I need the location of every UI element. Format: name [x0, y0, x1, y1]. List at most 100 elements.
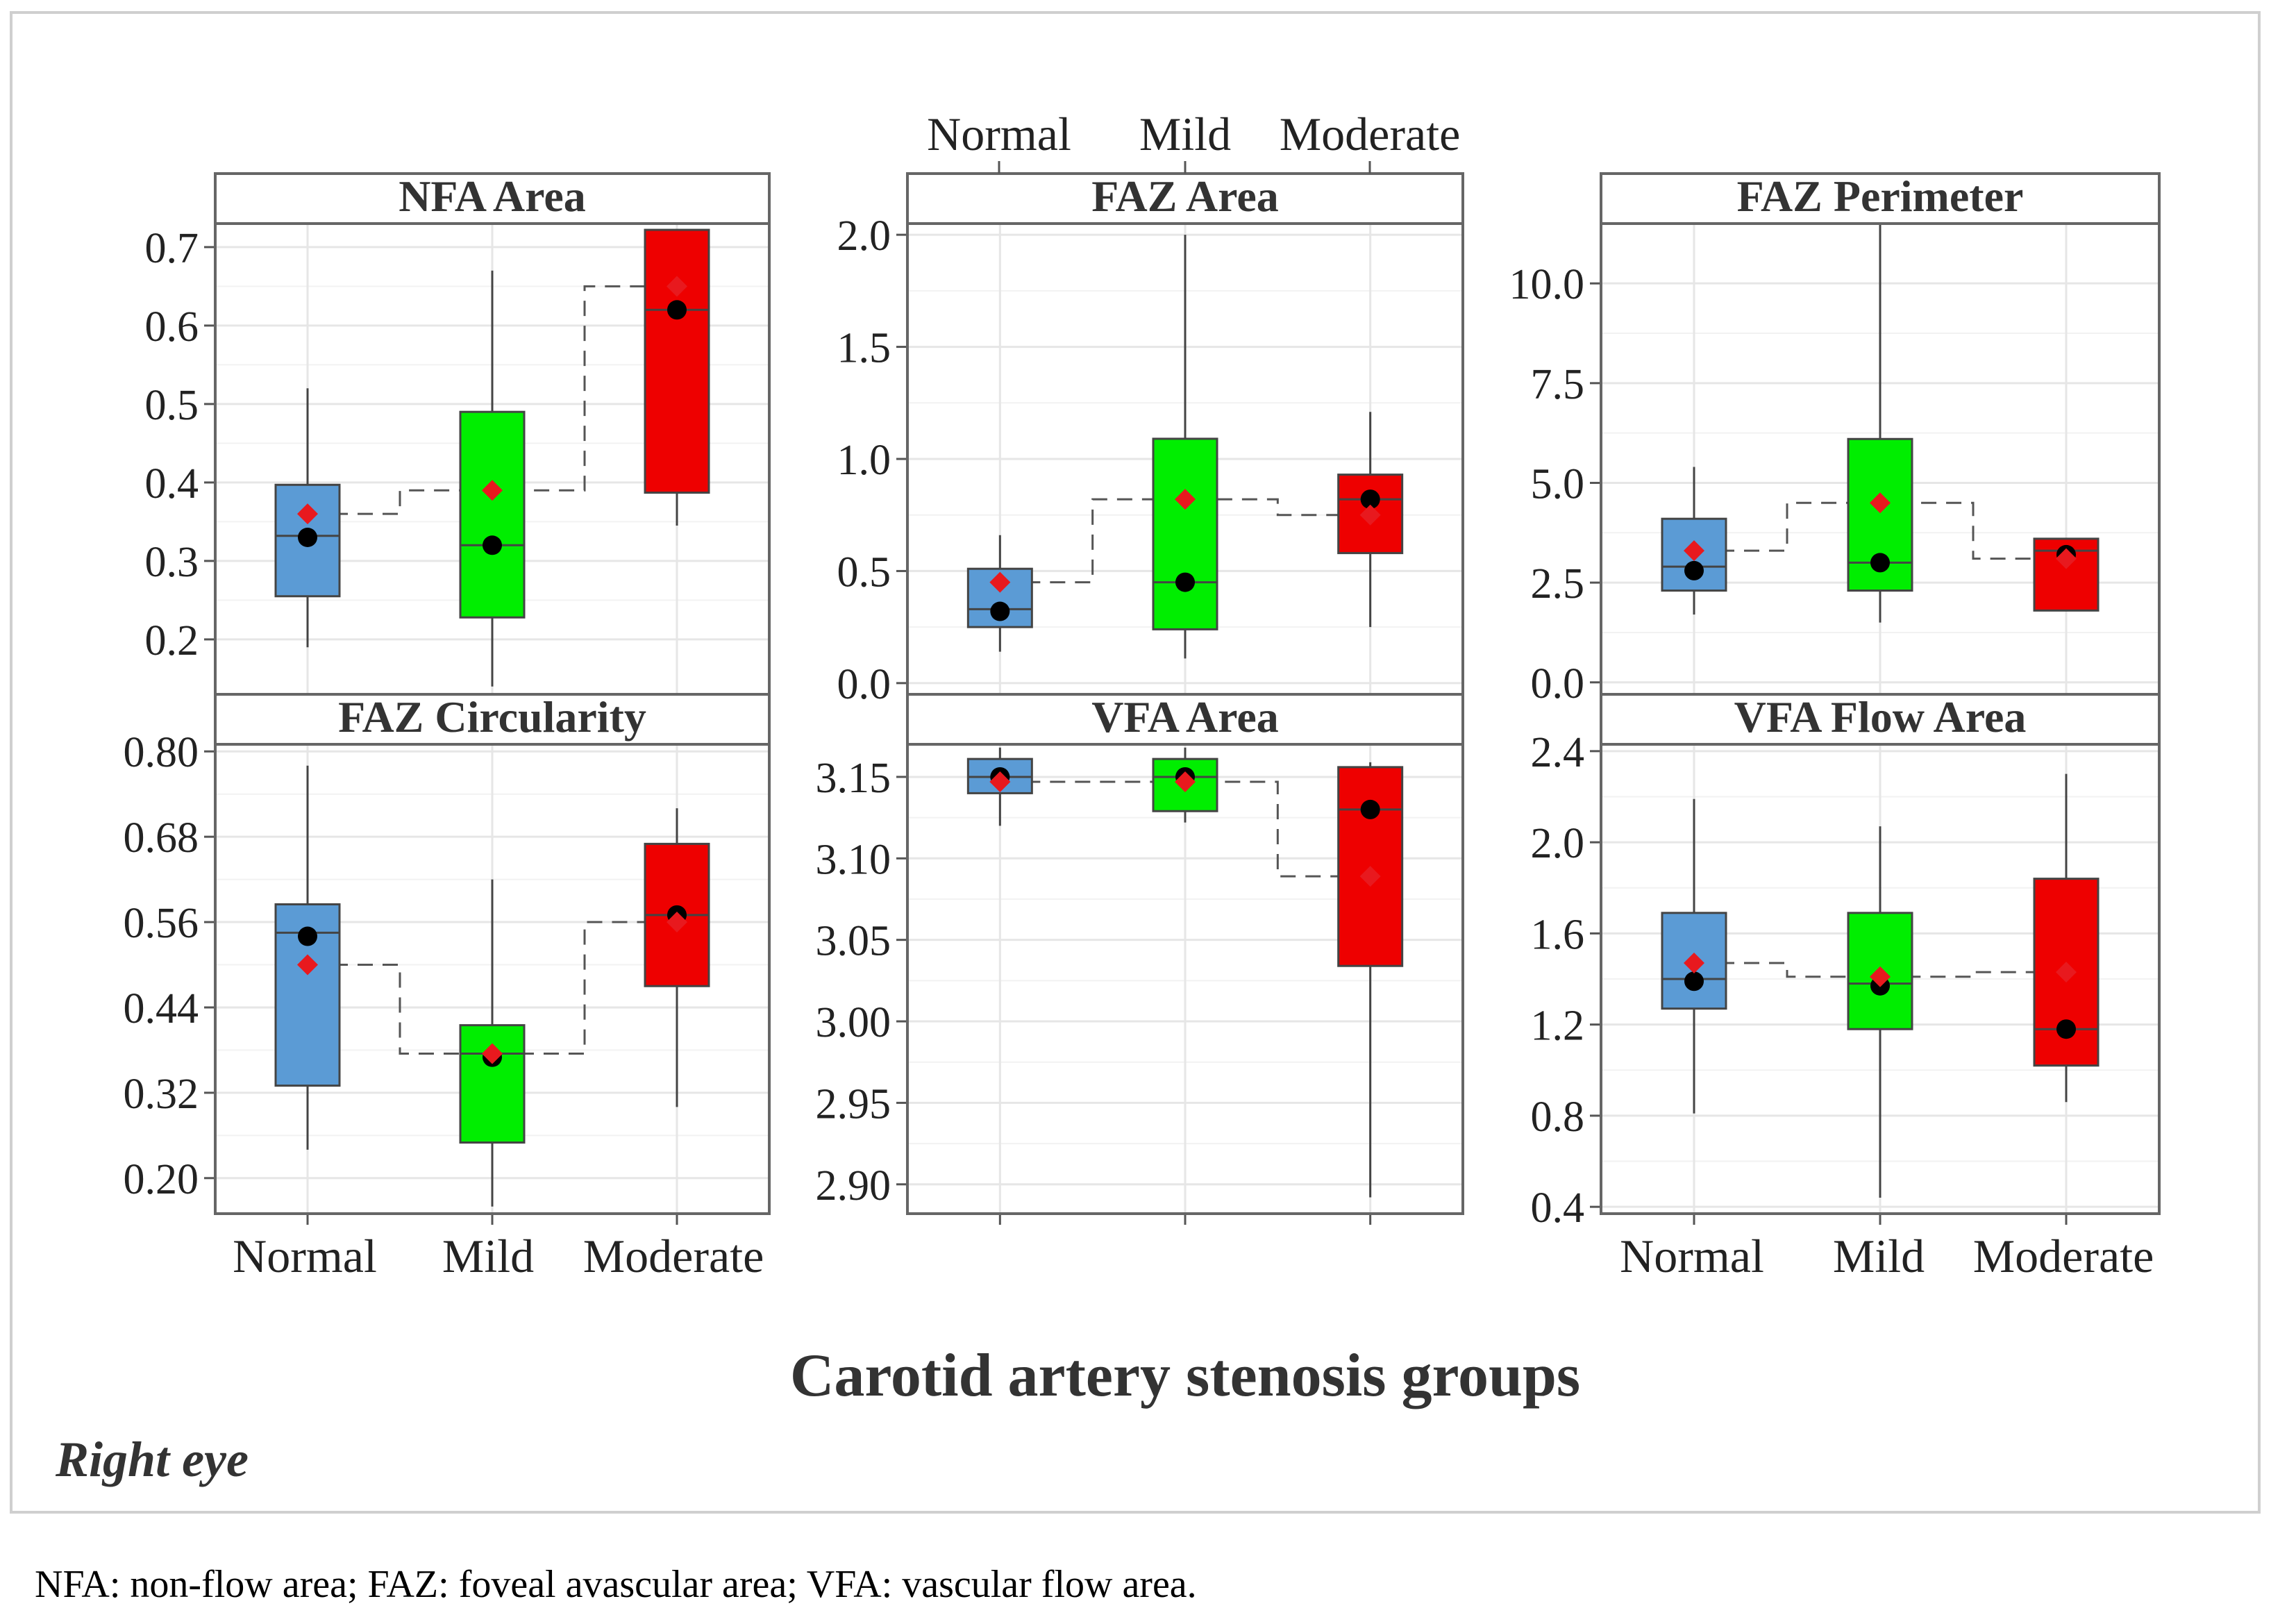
- box-faz-perimeter-normal: [1661, 467, 1727, 615]
- ytick-label-nfa-area-5: 0.7: [145, 225, 199, 272]
- panel-border-faz-circularity: [214, 743, 771, 1215]
- eye-label: Right eye: [55, 1432, 249, 1487]
- mean-point-faz-circularity-moderate: [667, 912, 687, 933]
- median-point-faz-area-moderate: [1360, 489, 1380, 510]
- x-label-bottom-left-normal: Normal: [233, 1230, 377, 1282]
- ytick-label-vfa-flow-area-3: 1.6: [1531, 911, 1585, 958]
- panel-nfa-area: 0.2 0.3 0.4 0.5 0.6 0.7 NFA Area: [145, 171, 771, 705]
- figure-caption: NFA: non-flow area; FAZ: foveal avascula…: [35, 1563, 1197, 1606]
- ytick-label-faz-circularity-3: 0.56: [124, 900, 199, 947]
- mean-point-vfa-area-moderate: [1359, 866, 1381, 887]
- mean-point-nfa-area-moderate: [667, 276, 687, 297]
- x-label-top-middle-mild: Mild: [1139, 108, 1231, 160]
- strip-faz-circularity: [214, 693, 771, 746]
- x-label-bottom-right-normal: Normal: [1620, 1230, 1764, 1282]
- box-faz-circularity-mild: [459, 879, 526, 1207]
- box-faz-perimeter-mild: [1847, 224, 1913, 623]
- ytick-label-vfa-area-2: 3.00: [816, 999, 891, 1046]
- box-faz-perimeter-moderate: [2033, 537, 2100, 612]
- mean-point-faz-circularity-normal: [297, 954, 318, 976]
- ytick-label-vfa-area-0: 2.90: [816, 1162, 891, 1209]
- strip-title-vfa-flow-area: VFA Flow Area: [1734, 692, 2027, 742]
- ytick-label-vfa-flow-area-2: 1.2: [1531, 1003, 1585, 1050]
- median-point-faz-perimeter-normal: [1684, 560, 1704, 580]
- mean-point-vfa-area-normal: [989, 771, 1011, 792]
- strip-vfa-flow-area: [1600, 693, 2161, 746]
- median-point-vfa-area-moderate: [1360, 799, 1380, 819]
- median-point-faz-circularity-normal: [298, 926, 317, 946]
- ytick-label-faz-area-3: 1.5: [837, 325, 891, 372]
- strip-title-faz-area: FAZ Area: [1091, 171, 1279, 221]
- ytick-label-nfa-area-0: 0.2: [145, 617, 199, 664]
- median-point-faz-area-mild: [1175, 572, 1195, 592]
- box-vfa-flow-area-mild: [1847, 826, 1913, 1198]
- ytick-label-faz-perimeter-4: 10.0: [1509, 261, 1585, 308]
- ytick-label-faz-circularity-2: 0.44: [124, 985, 199, 1032]
- mean-point-nfa-area-mild: [482, 480, 503, 501]
- median-point-vfa-flow-area-normal: [1684, 971, 1704, 991]
- box-body-nfa-area-moderate: [644, 228, 710, 494]
- ytick-label-vfa-flow-area-5: 2.4: [1531, 729, 1585, 776]
- mean-point-faz-perimeter-mild: [1870, 492, 1891, 514]
- mean-line-faz-circularity: [308, 921, 709, 1055]
- box-nfa-area-mild: [459, 270, 526, 687]
- mean-point-vfa-flow-area-moderate: [2056, 962, 2077, 983]
- panel-vfa-flow-area: 0.4 0.8 1.2 1.6 2.0 2.4 VFA Flow Area: [1531, 692, 2161, 1232]
- ytick-label-nfa-area-4: 0.6: [145, 303, 199, 351]
- strip-title-vfa-area: VFA Area: [1091, 692, 1279, 742]
- mean-point-faz-perimeter-moderate: [2056, 548, 2077, 569]
- mean-point-vfa-area-mild: [1175, 771, 1196, 792]
- ytick-label-faz-perimeter-3: 7.5: [1531, 361, 1585, 408]
- ytick-label-faz-circularity-5: 0.80: [124, 729, 199, 776]
- ytick-label-nfa-area-2: 0.4: [145, 460, 199, 508]
- box-body-faz-area-mild: [1152, 437, 1218, 630]
- box-body-faz-circularity-mild: [459, 1024, 526, 1144]
- box-faz-circularity-normal: [274, 765, 341, 1150]
- box-faz-area-moderate: [1337, 412, 1404, 628]
- ytick-label-vfa-area-1: 2.95: [816, 1080, 891, 1128]
- mean-point-faz-area-moderate: [1359, 504, 1381, 526]
- mean-point-faz-area-mild: [1175, 489, 1196, 510]
- ytick-label-vfa-area-5: 3.15: [816, 755, 891, 802]
- ytick-label-nfa-area-1: 0.3: [145, 539, 199, 586]
- median-point-nfa-area-moderate: [667, 300, 687, 320]
- ytick-label-vfa-flow-area-0: 0.4: [1531, 1184, 1585, 1232]
- x-label-top-middle-moderate: Moderate: [1280, 108, 1461, 160]
- mean-point-faz-area-normal: [989, 571, 1011, 593]
- ytick-label-faz-perimeter-0: 0.0: [1531, 660, 1585, 708]
- panel-faz-perimeter: 0.0 2.5 5.0 7.5 10.0 FAZ Perimeter: [1509, 171, 2161, 708]
- ytick-label-nfa-area-3: 0.5: [145, 382, 199, 429]
- mean-point-vfa-flow-area-normal: [1684, 953, 1704, 974]
- median-point-nfa-area-normal: [298, 528, 317, 547]
- category-labels: Normal Mild Moderate Normal Mild Moderat…: [233, 108, 2154, 1282]
- box-nfa-area-moderate: [644, 228, 710, 526]
- strip-nfa-area: [214, 172, 771, 225]
- panels-group: 0.2 0.3 0.4 0.5 0.6 0.7 NFA Area 0.0 0.5 1.0 1.5 2.…: [124, 171, 2161, 1232]
- box-faz-area-normal: [966, 535, 1033, 652]
- box-vfa-area-mild: [1152, 747, 1218, 823]
- strip-title-faz-circularity: FAZ Circularity: [338, 692, 646, 742]
- ytick-label-faz-area-0: 0.0: [837, 661, 891, 708]
- ytick-label-faz-area-1: 0.5: [837, 549, 891, 596]
- ytick-label-faz-circularity-1: 0.32: [124, 1071, 199, 1118]
- box-vfa-area-moderate: [1337, 762, 1404, 1198]
- ytick-label-faz-circularity-0: 0.20: [124, 1156, 199, 1203]
- box-body-nfa-area-mild: [459, 410, 526, 619]
- strip-title-nfa-area: NFA Area: [399, 171, 586, 221]
- x-label-bottom-left-moderate: Moderate: [583, 1230, 764, 1282]
- median-point-faz-perimeter-mild: [1870, 553, 1890, 573]
- box-body-faz-perimeter-mild: [1847, 437, 1913, 592]
- x-label-bottom-right-mild: Mild: [1833, 1230, 1925, 1282]
- panel-faz-circularity: 0.20 0.32 0.44 0.56 0.68 0.80 FAZ Circularity: [124, 692, 771, 1225]
- ytick-label-faz-circularity-4: 0.68: [124, 814, 199, 862]
- panel-vfa-area: 2.90 2.95 3.00 3.05 3.10 3.15 VFA Area: [816, 692, 1464, 1225]
- strip-title-faz-perimeter: FAZ Perimeter: [1737, 171, 2024, 221]
- mean-point-vfa-flow-area-mild: [1870, 966, 1891, 987]
- panel-faz-area: 0.0 0.5 1.0 1.5 2.0 FAZ Area: [837, 171, 1464, 708]
- median-point-nfa-area-mild: [483, 535, 502, 555]
- box-faz-area-mild: [1152, 235, 1218, 659]
- x-label-bottom-right-moderate: Moderate: [1973, 1230, 2154, 1282]
- box-vfa-area-normal: [966, 747, 1033, 826]
- ytick-label-vfa-area-3: 3.05: [816, 918, 891, 965]
